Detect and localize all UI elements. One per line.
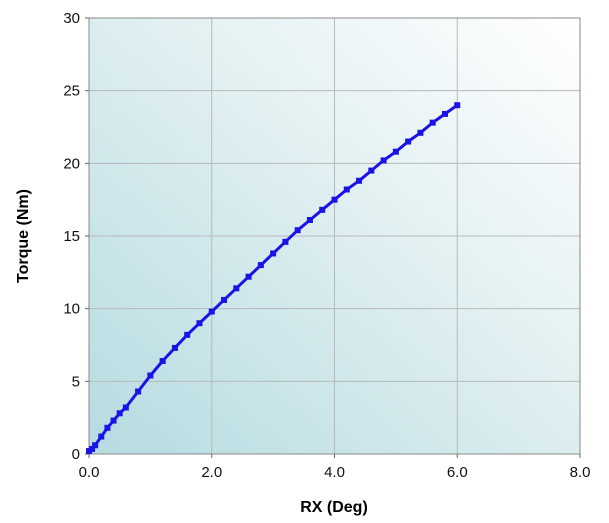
data-point — [104, 424, 111, 431]
data-point — [343, 186, 350, 193]
data-point — [405, 138, 412, 145]
y-axis-title: Torque (Nm) — [15, 189, 32, 283]
data-point — [282, 238, 289, 245]
data-point — [86, 448, 92, 455]
data-point — [417, 129, 424, 136]
data-point — [368, 167, 375, 174]
data-point — [429, 119, 436, 126]
data-point — [233, 285, 240, 292]
y-tick-label: 20 — [63, 155, 80, 172]
data-point — [454, 102, 461, 109]
x-tick-label: 2.0 — [201, 464, 222, 481]
data-point — [122, 404, 129, 411]
y-tick-label: 0 — [72, 446, 80, 463]
data-point — [392, 148, 399, 155]
data-point — [441, 110, 448, 117]
data-point — [208, 308, 215, 315]
axis-ticks: 0.0 2.0 4.0 6.0 8.0 0 5 10 15 20 25 30 — [63, 10, 590, 481]
x-tick-label: 4.0 — [324, 464, 345, 481]
data-point — [196, 320, 203, 327]
y-tick-label: 30 — [63, 10, 80, 27]
data-point — [147, 372, 154, 379]
y-tick-label: 25 — [63, 83, 80, 100]
data-point — [98, 433, 105, 440]
grid-lines — [88, 17, 581, 455]
data-point — [356, 177, 363, 184]
data-point — [270, 250, 277, 257]
data-point — [221, 296, 228, 303]
data-point — [294, 227, 301, 234]
data-point — [116, 410, 123, 417]
data-point — [380, 157, 387, 164]
y-tick-label: 5 — [72, 373, 80, 390]
x-tick-label: 0.0 — [79, 464, 100, 481]
data-point — [159, 357, 166, 364]
data-point — [257, 262, 264, 269]
data-point — [331, 196, 338, 203]
data-point — [245, 273, 252, 280]
data-point — [92, 442, 99, 449]
x-tick-label: 6.0 — [447, 464, 468, 481]
data-point — [319, 206, 326, 213]
data-point — [171, 344, 178, 351]
data-point — [184, 331, 191, 338]
data-series — [86, 102, 461, 455]
data-point — [110, 417, 117, 424]
data-point — [135, 388, 142, 395]
data-point — [89, 445, 96, 452]
y-tick-label: 15 — [63, 228, 80, 245]
x-tick-label: 8.0 — [570, 464, 591, 481]
y-tick-label: 10 — [63, 301, 80, 318]
data-point — [306, 217, 313, 224]
x-axis-title: RX (Deg) — [300, 499, 368, 516]
